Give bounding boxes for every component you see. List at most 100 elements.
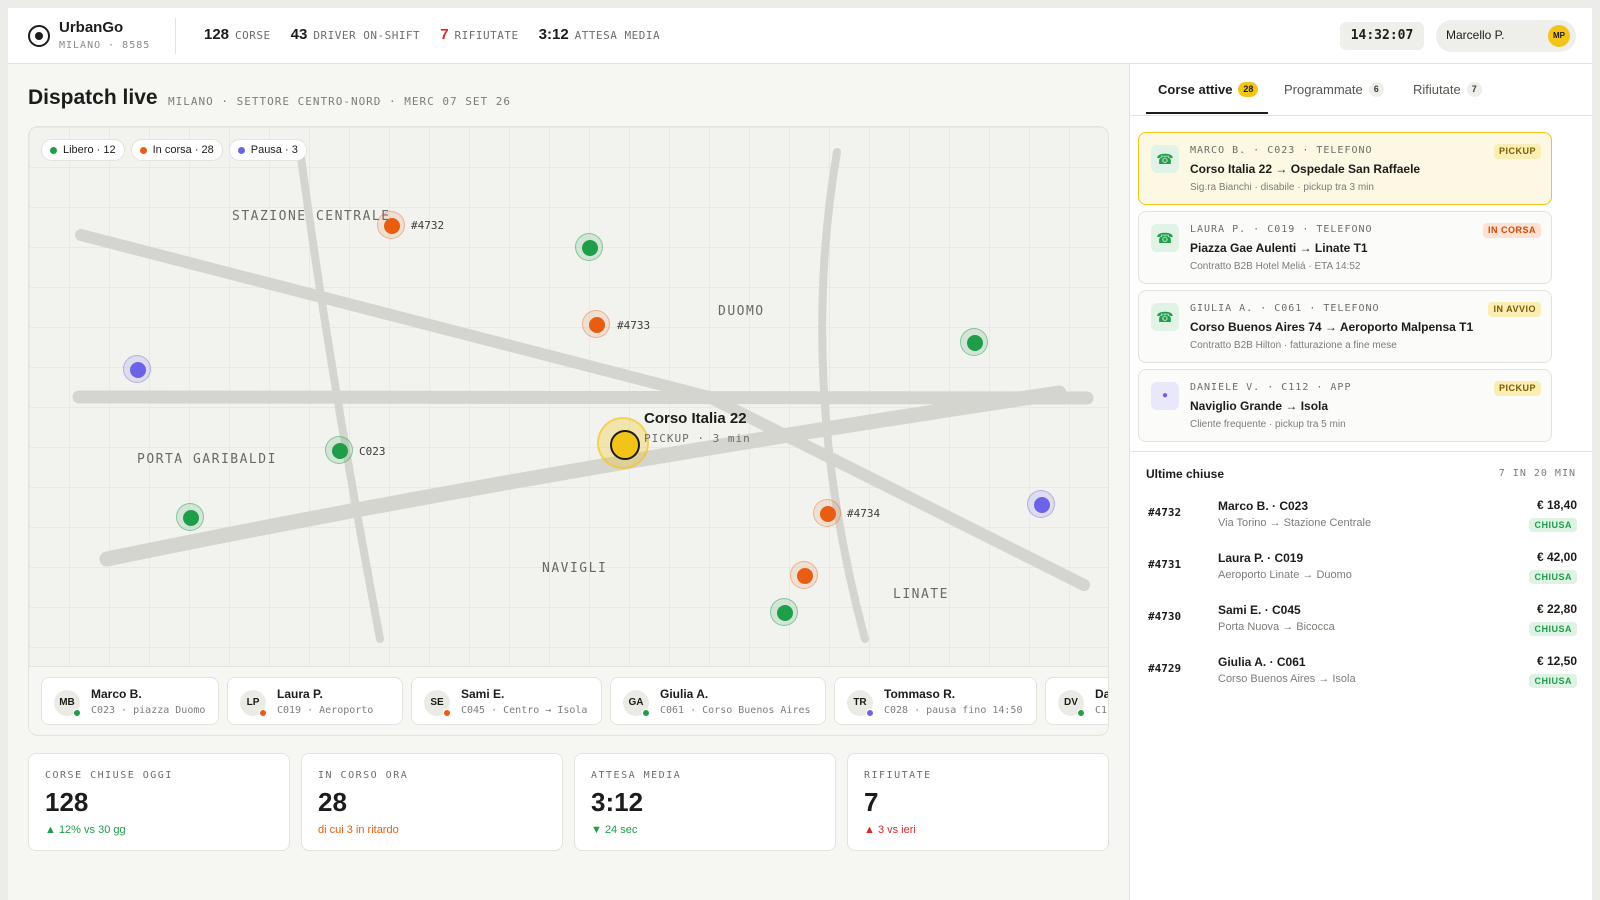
legend-in-corsa[interactable]: In corsa · 28 [130, 139, 223, 161]
kpi-value: 3:12 [591, 787, 644, 817]
driver-status-dot [1077, 709, 1085, 717]
tab-label: Programmate [1284, 82, 1363, 97]
page-subtitle: MILANO · SETTORE CENTRO-NORD · MERC 07 S… [168, 95, 512, 108]
closed-ride-row[interactable]: #4730 Sami E. · C045 Porta Nuova → Bicoc… [1146, 598, 1577, 642]
closed-status-badge: CHIUSA [1529, 622, 1577, 636]
legend-libero[interactable]: Libero · 12 [41, 139, 125, 161]
user-menu-button[interactable]: Marcello P. MP [1436, 20, 1576, 52]
driver-card[interactable]: LP Laura P. C019 · Aeroporto [227, 677, 403, 725]
closed-ride-route: Via Torino → Stazione Centrale [1218, 517, 1372, 529]
driver-detail: C045 · Centro → Isola [461, 705, 588, 716]
road [297, 153, 384, 643]
driver-marker[interactable] [770, 598, 798, 626]
stat-label: CORSE [235, 29, 271, 42]
phone-icon: ☎ [1151, 303, 1179, 331]
kpi-trend: di cui 3 in ritardo [318, 824, 399, 836]
closed-ride-route: Aeroporto Linate → Duomo [1218, 569, 1352, 581]
kpi-value: 128 [45, 787, 89, 817]
closed-ride-driver: Marco B. · C023 [1218, 499, 1309, 513]
closed-count: 7 IN 20 MIN [1498, 468, 1576, 479]
ride-note: Sig.ra Bianchi · disabile · pickup tra 3… [1190, 182, 1374, 193]
tab-programmate[interactable]: Programmate 6 [1284, 82, 1384, 97]
closed-ride-driver: Giulia A. · C061 [1218, 655, 1306, 669]
driver-marker-pausa[interactable] [123, 355, 151, 383]
driver-marker-label: C023 [359, 445, 386, 458]
driver-marker-c023[interactable] [325, 436, 353, 464]
district-linate: LINATE [893, 587, 949, 602]
ride-card[interactable]: ☎ GIULIA A. · C061 · TELEFONO Corso Buen… [1138, 290, 1552, 363]
kpi-label: IN CORSO ORA [318, 770, 409, 781]
ride-marker[interactable] [790, 561, 818, 589]
closed-ride-row[interactable]: #4729 Giulia A. · C061 Corso Buenos Aire… [1146, 650, 1577, 694]
brand-logo-icon [28, 25, 50, 47]
pickup-marker[interactable] [597, 417, 649, 469]
driver-marker[interactable] [960, 328, 988, 356]
user-avatar: MP [1548, 25, 1570, 47]
driver-name: Laura P. [277, 687, 323, 701]
page-title: Dispatch live [28, 86, 158, 109]
ride-note: Contratto B2B Hotel Meliá · ETA 14:52 [1190, 261, 1361, 272]
road [99, 385, 1067, 567]
kpi-label: RIFIUTATE [864, 770, 932, 781]
driver-status-dot [73, 709, 81, 717]
driver-card[interactable]: SE Sami E. C045 · Centro → Isola [411, 677, 602, 725]
ride-marker[interactable] [377, 211, 405, 239]
driver-name: Giulia A. [660, 687, 709, 701]
kpi-label: CORSE CHIUSE OGGI [45, 770, 173, 781]
live-clock: 14:32:07 [1340, 22, 1424, 50]
tab-rifiutate[interactable]: Rifiutate 7 [1413, 82, 1482, 97]
closed-title: Ultime chiuse [1146, 467, 1225, 481]
map-roads [72, 148, 1094, 643]
tab-count: 7 [1466, 82, 1482, 97]
ride-card[interactable]: ☎ LAURA P. · C019 · TELEFONO Piazza Gae … [1138, 211, 1552, 284]
rides-panel: Corse attive 28 Programmate 6 Rifiutate … [1129, 64, 1593, 900]
driver-name: Tommaso R. [884, 687, 956, 701]
tab-label: Corse attive [1158, 82, 1233, 97]
phone-icon: ☎ [1151, 145, 1179, 173]
driver-name: Sami E. [461, 687, 505, 701]
divider [175, 18, 176, 54]
ride-status-badge: PICKUP [1493, 144, 1541, 159]
district-porta-garibaldi: PORTA GARIBALDI [137, 452, 277, 467]
ride-note: Contratto B2B Hilton · fatturazione a fi… [1190, 340, 1397, 351]
legend-dot [139, 146, 147, 154]
kpi-rifiutate: RIFIUTATE 7 ▲ 3 vs ieri [847, 753, 1109, 851]
driver-marker[interactable] [176, 503, 204, 531]
driver-status-dot [259, 709, 267, 717]
driver-marker-pausa[interactable] [1027, 490, 1055, 518]
closed-ride-route: Porta Nuova → Bicocca [1218, 621, 1335, 633]
tab-count: 28 [1238, 82, 1259, 97]
closed-ride-row[interactable]: #4732 Marco B. · C023 Via Torino → Stazi… [1146, 494, 1577, 538]
stat-value: 128 [204, 26, 230, 43]
driver-card[interactable]: DV Da C11 [1045, 677, 1108, 725]
pickup-title: Corso Italia 22 [644, 410, 747, 427]
ride-marker[interactable] [813, 499, 841, 527]
stat-label: RIFIUTATE [454, 29, 519, 42]
district-navigli: NAVIGLI [542, 561, 608, 576]
brand[interactable]: UrbanGo MILANO · 8585 [28, 18, 168, 54]
driver-name: Marco B. [91, 687, 142, 701]
legend-label: Pausa · 3 [250, 144, 298, 156]
ride-route: Corso Italia 22 → Ospedale San Raffaele [1190, 162, 1421, 176]
driver-card[interactable]: TR Tommaso R. C028 · pausa fino 14:50 [834, 677, 1037, 725]
tab-corse-attive[interactable]: Corse attive 28 [1158, 82, 1259, 97]
brand-subtitle: MILANO · 8585 [59, 40, 151, 51]
legend-pausa[interactable]: Pausa · 3 [228, 139, 307, 161]
ride-card[interactable]: ☎ MARCO B. · C023 · TELEFONO Corso Itali… [1138, 132, 1552, 205]
closed-ride-driver: Sami E. · C045 [1218, 603, 1301, 617]
legend-label: Libero · 12 [63, 144, 116, 156]
closed-ride-row[interactable]: #4731 Laura P. · C019 Aeroporto Linate →… [1146, 546, 1577, 590]
live-map[interactable]: Libero · 12 In corsa · 28 Pausa · 3 STAZ… [28, 126, 1109, 666]
driver-status-dot [642, 709, 650, 717]
driver-marker[interactable] [575, 233, 603, 261]
driver-card[interactable]: MB Marco B. C023 · piazza Duomo [41, 677, 219, 725]
ride-card[interactable]: ● DANIELE V. · C112 · APP Naviglio Grand… [1138, 369, 1552, 442]
driver-card[interactable]: GA Giulia A. C061 · Corso Buenos Aires [610, 677, 826, 725]
closed-status-badge: CHIUSA [1529, 518, 1577, 532]
ride-note: Cliente frequente · pickup tra 5 min [1190, 419, 1346, 430]
phone-icon: ☎ [1151, 224, 1179, 252]
ride-status-badge: IN AVVIO [1488, 302, 1541, 317]
user-name: Marcello P. [1446, 28, 1505, 42]
ride-marker[interactable] [582, 310, 610, 338]
ride-status-badge: PICKUP [1493, 381, 1541, 396]
